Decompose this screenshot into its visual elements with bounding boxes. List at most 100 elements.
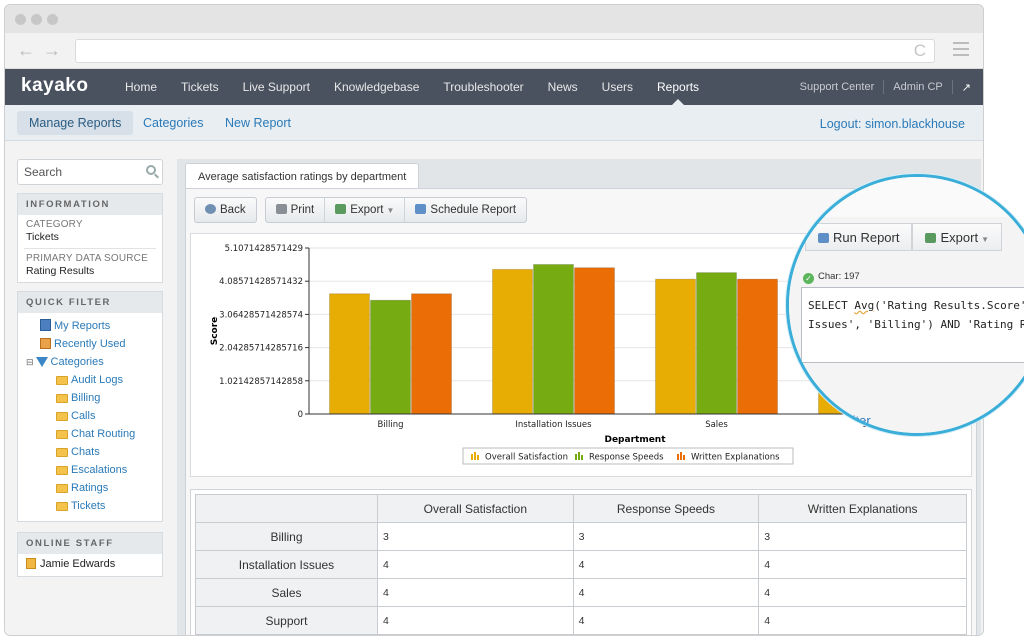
export-icon xyxy=(925,233,937,243)
table-cell: 4 xyxy=(572,606,760,635)
tree-folder-tickets[interactable]: Tickets xyxy=(22,497,158,515)
check-circle-icon: ✓ xyxy=(803,273,814,284)
data-source-label: PRIMARY DATA SOURCE xyxy=(26,253,148,264)
report-toolbar: Back Print Export ▼ Schedule Report xyxy=(194,197,535,223)
tree-label: Chat Routing xyxy=(71,428,136,440)
expand-icon[interactable]: ↗ xyxy=(961,81,971,94)
query-text: SELECT xyxy=(808,299,855,312)
staff-member[interactable]: Jamie Edwards xyxy=(18,554,162,576)
data-source-value: Rating Results xyxy=(26,265,95,277)
print-button[interactable]: Print xyxy=(266,198,326,222)
browser-menu-icon[interactable] xyxy=(953,42,969,60)
online-staff-heading: ONLINE STAFF xyxy=(18,533,162,554)
nav-troubleshooter[interactable]: Troubleshooter xyxy=(443,80,524,94)
tree-label: Audit Logs xyxy=(71,374,123,386)
x-tick-label: Billing xyxy=(377,420,403,430)
collapse-toggle-icon[interactable]: ⊟ xyxy=(26,357,34,367)
tab-categories[interactable]: Categories xyxy=(143,116,204,130)
folder-icon xyxy=(56,502,68,511)
report-tab[interactable]: Average satisfaction ratings by departme… xyxy=(185,163,420,189)
search-icon[interactable] xyxy=(146,165,156,175)
window-close-dot[interactable] xyxy=(15,14,26,25)
schedule-report-button[interactable]: Schedule Report xyxy=(405,198,526,222)
chart-legend: Overall Satisfaction Response Speeds Writt… xyxy=(462,447,794,465)
url-bar[interactable]: C xyxy=(75,39,935,63)
legend-swatch xyxy=(477,455,479,460)
chevron-down-icon: ▼ xyxy=(981,235,989,244)
window-zoom-dot[interactable] xyxy=(47,14,58,25)
x-tick-label: Sales xyxy=(705,420,728,430)
tree-label: Billing xyxy=(71,392,101,404)
staff-name: Jamie Edwards xyxy=(40,558,116,570)
reload-icon[interactable]: C xyxy=(913,41,926,60)
table-cell: 3 xyxy=(572,522,760,551)
tree-folder-billing[interactable]: Billing xyxy=(22,389,158,407)
sidebar: Search INFORMATION CATEGORY Tickets PRIM… xyxy=(17,159,163,577)
info-divider xyxy=(24,248,156,249)
run-report-button[interactable]: Run Report xyxy=(805,223,913,251)
bar-response-speeds xyxy=(533,263,574,415)
tree-folder-audit-logs[interactable]: Audit Logs xyxy=(22,371,158,389)
query-writer-link[interactable]: t Writer xyxy=(829,413,871,428)
row-header: Support xyxy=(195,606,378,635)
tree-item-categories[interactable]: ⊟ Categories xyxy=(22,353,158,371)
admin-cp-link[interactable]: Admin CP xyxy=(893,81,943,93)
nav-news[interactable]: News xyxy=(547,80,578,94)
back-icon xyxy=(205,204,216,214)
nav-reports[interactable]: Reports xyxy=(645,69,711,105)
search-placeholder: Search xyxy=(24,165,63,179)
query-editor[interactable]: SELECT Avg('Rating Results.Score' Issues… xyxy=(801,287,1024,363)
export-label: Export xyxy=(940,230,979,245)
tree-folder-ratings[interactable]: Ratings xyxy=(22,479,158,497)
search-input[interactable]: Search xyxy=(17,159,163,185)
export-button-zoomed[interactable]: Export ▼ xyxy=(912,223,1002,251)
calendar-icon xyxy=(40,338,51,349)
table-header-row: Overall Satisfaction Response Speeds Wri… xyxy=(195,494,967,523)
bar-response-speeds xyxy=(696,272,737,415)
column-header: Response Speeds xyxy=(572,494,760,523)
y-tick-label: 5.1071428571429 xyxy=(225,244,303,254)
tree-item-my-reports[interactable]: My Reports xyxy=(22,317,158,335)
information-heading: INFORMATION xyxy=(18,194,162,215)
query-toolbar: Run Report Export ▼ xyxy=(805,223,1002,251)
printer-icon xyxy=(275,204,287,214)
online-staff-panel: ONLINE STAFF Jamie Edwards xyxy=(17,532,163,577)
nav-separator xyxy=(951,80,953,94)
table-corner-cell xyxy=(195,494,378,523)
information-panel: INFORMATION CATEGORY Tickets PRIMARY DAT… xyxy=(17,193,163,283)
nav-home[interactable]: Home xyxy=(125,80,158,94)
support-center-link[interactable]: Support Center xyxy=(799,81,875,93)
folder-icon xyxy=(56,412,68,421)
y-tick-label: 4.08571428571432 xyxy=(219,277,303,287)
nav-tickets[interactable]: Tickets xyxy=(181,80,219,94)
legend-swatch xyxy=(471,454,473,460)
table-cell: 4 xyxy=(377,606,574,635)
back-arrow-icon[interactable]: ← xyxy=(17,40,35,60)
logout-link[interactable]: Logout: simon.blackhouse xyxy=(819,117,965,131)
row-header: Installation Issues xyxy=(195,550,378,579)
print-label: Print xyxy=(290,204,315,216)
column-header: Overall Satisfaction xyxy=(377,494,574,523)
tree-label: Escalations xyxy=(71,464,128,476)
x-axis-title: Department xyxy=(604,435,666,445)
export-button[interactable]: Export ▼ xyxy=(325,198,406,222)
tree-folder-calls[interactable]: Calls xyxy=(22,407,158,425)
forward-arrow-icon[interactable]: → xyxy=(43,40,61,60)
tree-label: Categories xyxy=(50,356,104,368)
legend-box xyxy=(462,447,794,465)
tab-new-report[interactable]: New Report xyxy=(225,116,291,130)
table-cell: 3 xyxy=(758,522,967,551)
tree-folder-chats[interactable]: Chats xyxy=(22,443,158,461)
results-table: Overall Satisfaction Response Speeds Wri… xyxy=(195,494,967,635)
tree-item-recently-used[interactable]: Recently Used xyxy=(22,335,158,353)
tree-folder-escalations[interactable]: Escalations xyxy=(22,461,158,479)
nav-users[interactable]: Users xyxy=(601,80,634,94)
nav-live-support[interactable]: Live Support xyxy=(242,80,310,94)
tree-folder-chat-routing[interactable]: Chat Routing xyxy=(22,425,158,443)
export-label: Export xyxy=(350,204,384,216)
folder-icon xyxy=(56,484,68,493)
window-minimize-dot[interactable] xyxy=(31,14,42,25)
tab-manage-reports[interactable]: Manage Reports xyxy=(17,111,134,135)
nav-knowledgebase[interactable]: Knowledgebase xyxy=(333,80,420,94)
back-button[interactable]: Back xyxy=(195,198,256,222)
